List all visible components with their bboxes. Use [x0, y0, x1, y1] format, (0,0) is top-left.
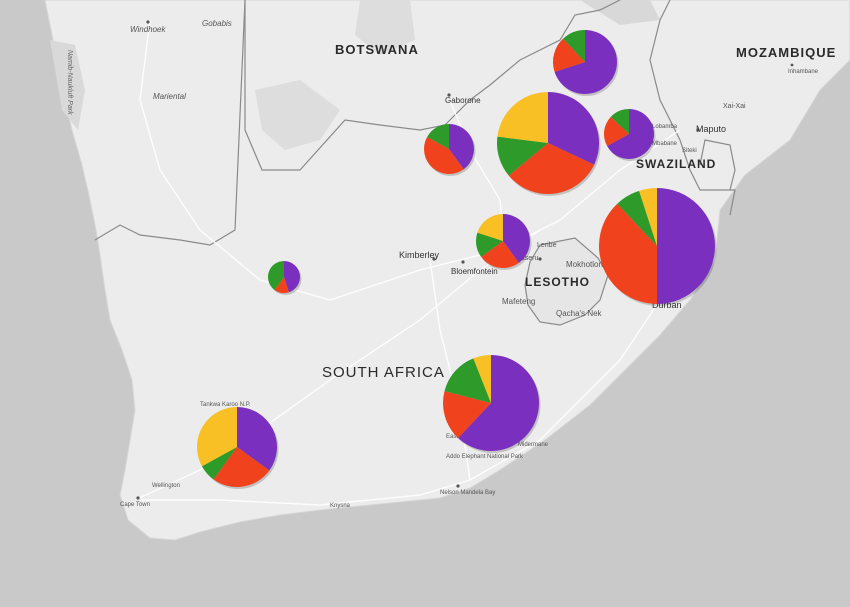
- pie-chart[interactable]: [423, 124, 476, 176]
- city-label-inhambane: Inhambane: [788, 69, 819, 75]
- pie-slice-red[interactable]: [508, 143, 595, 194]
- city-label-gaborone: Gaborone: [445, 96, 481, 105]
- city-label-mbabane: Mbabane: [652, 141, 678, 147]
- pie-slice-purple[interactable]: [284, 261, 301, 293]
- country-label-swaziland: SWAZILAND: [636, 157, 716, 171]
- city-label-xai-xai: Xai-Xai: [723, 103, 746, 110]
- pie-slice-purple[interactable]: [503, 214, 530, 263]
- pie-slice-green[interactable]: [201, 447, 237, 480]
- pie-slice-purple[interactable]: [449, 124, 474, 170]
- city-label-qachas-nek: Qacha's Nek: [556, 309, 603, 318]
- desert-shade: [355, 0, 415, 55]
- pie-slice-yellow[interactable]: [197, 407, 237, 467]
- pie-slice-yellow[interactable]: [639, 188, 657, 246]
- pie-slice-green[interactable]: [444, 358, 491, 403]
- city-label-nelson-mandela-bay: Nelson Mandela Bay: [440, 490, 495, 496]
- city-markers: [136, 20, 794, 500]
- pie-slice-green[interactable]: [617, 190, 657, 246]
- pie-slice-purple[interactable]: [458, 355, 540, 451]
- country-label-lesotho: LESOTHO: [525, 275, 590, 289]
- pie-chart[interactable]: [552, 30, 619, 96]
- city-label-siteki: Siteki: [682, 148, 697, 154]
- pie-slice-purple[interactable]: [607, 109, 655, 159]
- city-label-leribe: Leribe: [537, 242, 557, 249]
- city-label-addo-park: Addo Elephant National Park: [446, 454, 524, 460]
- pie-slice-green[interactable]: [268, 261, 284, 290]
- park-label-namib-naukluft: Namib-Naukluft Park: [66, 50, 73, 115]
- pie-chart[interactable]: [599, 188, 717, 306]
- city-label-tankwa-karoo: Tankwa Karoo N.P.: [200, 402, 251, 408]
- namib-park-shade: [50, 40, 85, 130]
- city-label-durban: Durban: [652, 300, 682, 310]
- city-label-kimberley: Kimberley: [399, 250, 440, 260]
- pie-slice-purple[interactable]: [548, 92, 600, 165]
- pie-slice-green[interactable]: [427, 124, 449, 149]
- city-label-mokhotlong: Mokhotlong: [566, 260, 607, 269]
- pie-slice-green[interactable]: [476, 232, 503, 257]
- pie-chart[interactable]: [603, 109, 656, 161]
- pie-slice-green[interactable]: [563, 30, 585, 62]
- pie-chart-layer: [197, 30, 717, 489]
- pie-slice-green[interactable]: [497, 136, 548, 176]
- city-label-wellington: Wellington: [152, 483, 180, 489]
- city-label-lobamba: Lobamba: [652, 124, 678, 130]
- pie-slice-red[interactable]: [603, 116, 629, 147]
- lesotho-border: [524, 237, 609, 326]
- city-label-knysna: Knysna: [330, 503, 351, 509]
- city-label-maputo: Maputo: [696, 124, 726, 134]
- city-label-mariental: Mariental: [153, 92, 186, 101]
- pie-chart[interactable]: [443, 355, 541, 453]
- pie-chart[interactable]: [476, 214, 532, 270]
- city-label-gobabis: Gobabis: [202, 19, 232, 28]
- city-label-midermane: Midermane: [518, 442, 549, 448]
- country-label-south-africa: SOUTH AFRICA: [322, 364, 445, 381]
- pie-chart[interactable]: [268, 261, 302, 295]
- pie-slice-red[interactable]: [599, 203, 657, 304]
- pie-slice-red[interactable]: [481, 241, 519, 268]
- city-label-cape-town: Cape Town: [120, 502, 150, 508]
- pie-slice-purple[interactable]: [554, 30, 618, 94]
- pie-chart[interactable]: [197, 407, 279, 489]
- pie-slice-yellow[interactable]: [473, 355, 491, 403]
- pie-slice-yellow[interactable]: [497, 92, 548, 143]
- pie-slice-green[interactable]: [610, 109, 629, 134]
- pie-slice-red[interactable]: [274, 277, 289, 294]
- pie-slice-purple[interactable]: [657, 188, 715, 304]
- city-label-windhoek: Windhoek: [130, 25, 167, 34]
- lake-shade: [580, 0, 660, 25]
- pie-slice-red[interactable]: [423, 136, 464, 174]
- city-label-maseru: Maseru: [515, 255, 538, 262]
- country-label-botswana: BOTSWANA: [335, 42, 419, 57]
- country-label-mozambique: MOZAMBIQUE: [736, 45, 836, 60]
- pie-slice-red[interactable]: [213, 447, 270, 487]
- pie-slice-purple[interactable]: [237, 407, 278, 471]
- pie-slice-yellow[interactable]: [477, 214, 503, 241]
- city-label-bloemfontein: Bloemfontein: [451, 267, 498, 276]
- pie-slice-red[interactable]: [443, 391, 491, 438]
- pie-chart[interactable]: [497, 92, 601, 196]
- pie-slice-red[interactable]: [552, 38, 585, 72]
- city-label-mafeteng: Mafeteng: [502, 297, 535, 306]
- desert-shade: [255, 80, 340, 150]
